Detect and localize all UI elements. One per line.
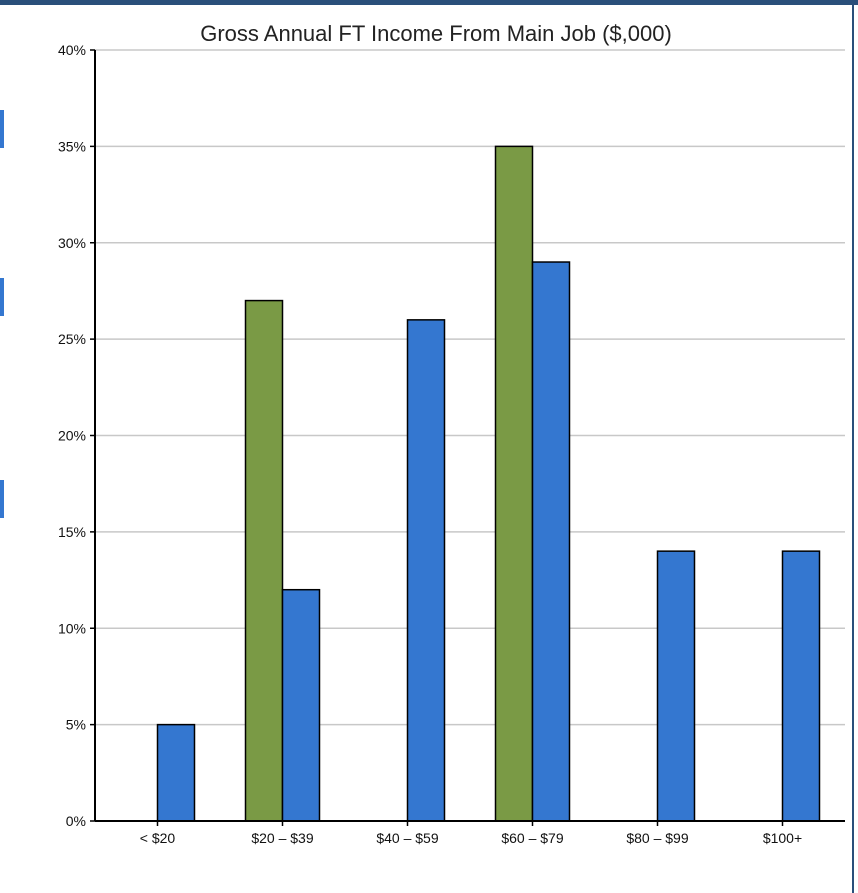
bar	[781, 550, 821, 822]
x-tick-label: $100+	[763, 830, 802, 846]
bar	[656, 550, 696, 822]
bar	[494, 145, 534, 822]
y-tick-label: 20%	[58, 428, 86, 444]
y-tick-label: 0%	[66, 813, 86, 829]
y-tick-label: 25%	[58, 331, 86, 347]
y-tick-labels: 0% 5% 10% 15% 20% 25% 30% 35% 40%	[58, 42, 86, 829]
bar	[281, 588, 321, 822]
x-tick-label: $20 – $39	[251, 830, 313, 846]
bar	[156, 723, 196, 822]
left-accent-2	[0, 278, 4, 316]
y-tick-label: 5%	[66, 717, 86, 733]
x-tick-label: < $20	[140, 830, 176, 846]
bar	[531, 261, 571, 822]
right-border	[852, 0, 854, 893]
bar	[406, 319, 446, 822]
left-accent-3	[0, 480, 4, 518]
x-tick-label: $80 – $99	[626, 830, 688, 846]
y-tick-label: 40%	[58, 42, 86, 58]
bars	[156, 145, 821, 822]
y-tick-label: 35%	[58, 138, 86, 154]
y-tick-label: 15%	[58, 524, 86, 540]
bar	[244, 299, 284, 822]
y-tick-label: 30%	[58, 235, 86, 251]
y-tick-label: 10%	[58, 620, 86, 636]
x-tick-label: $40 – $59	[376, 830, 438, 846]
top-border	[0, 0, 858, 5]
axes	[94, 50, 845, 822]
left-accent-1	[0, 110, 4, 148]
gridlines	[90, 49, 845, 826]
x-tick-label: $60 – $79	[501, 830, 563, 846]
x-tick-labels: < $20 $20 – $39 $40 – $59 $60 – $79 $80 – $9…	[140, 830, 802, 846]
chart-title: Gross Annual FT Income From Main Job ($,…	[200, 21, 672, 46]
